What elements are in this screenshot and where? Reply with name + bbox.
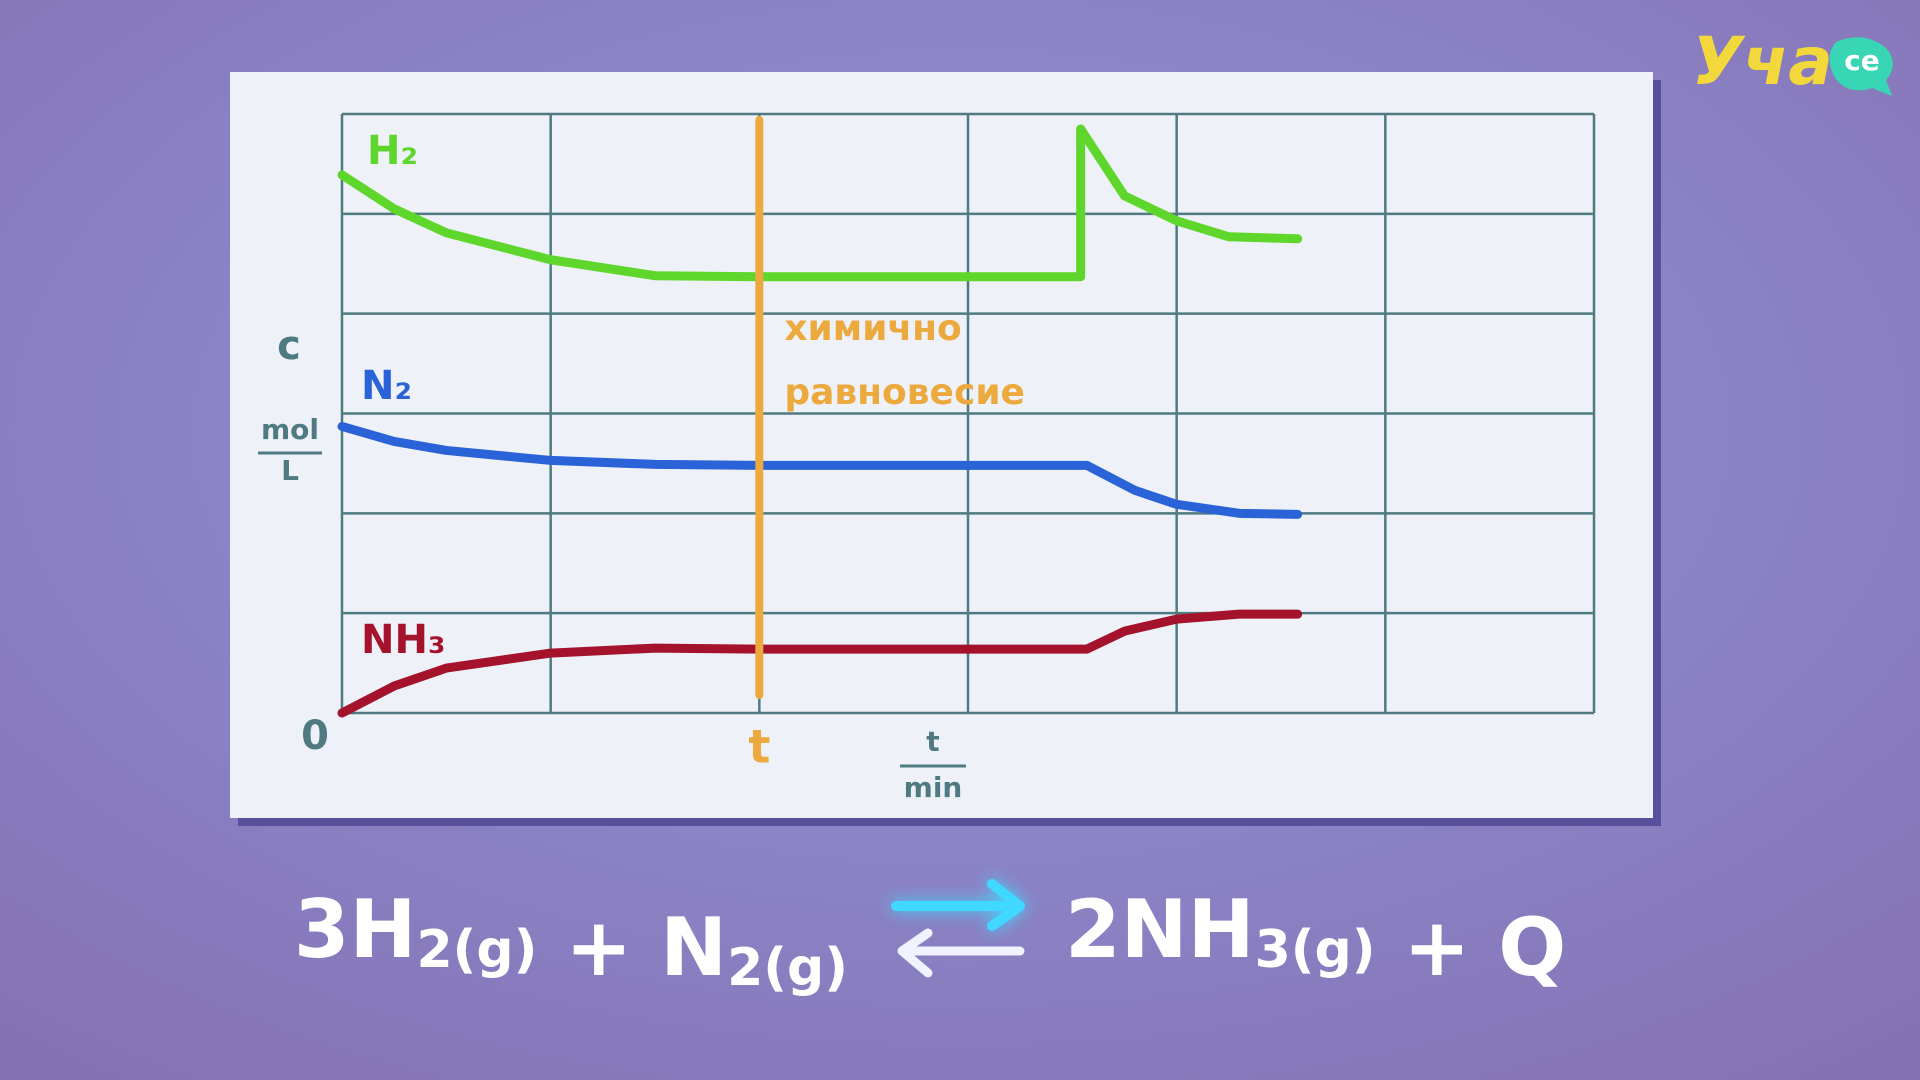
x-unit-denominator: min [904,771,963,804]
equation-subscript: 2(g) [416,920,537,980]
series-label: N₂ [361,363,412,409]
forward-arrow [891,879,1025,931]
equation-term: 3H [294,883,417,976]
reverse-arrow [897,928,1025,978]
series-label: NH₃ [361,617,445,663]
equation-subscript: 2(g) [727,938,848,998]
equation-term: + Q [1376,901,1567,994]
equation-arrows [891,879,1025,978]
y-unit-denominator: L [281,454,299,487]
series-line [337,421,1303,519]
chart: 0 c mol Lt min H₂ N₂ NH₃ t химично равновесие [258,112,1596,804]
y-axis-label: c [277,323,301,369]
equation-left: 3H2(g) + N2(g) [294,883,848,998]
card [230,72,1653,818]
equation-subscript: 3(g) [1255,920,1376,980]
equilibrium-annotation: химично [784,308,961,349]
series-line [337,124,1303,282]
series-line [337,609,1303,718]
equation-right: 2NH3(g) + Q [1065,883,1566,994]
x-unit-numerator: t [926,725,939,758]
y-unit-numerator: mol [261,413,319,446]
logo-text: Уча [1692,23,1833,100]
equation-term: + N [537,901,727,994]
equilibrium-annotation: равновесие [784,372,1025,413]
origin-label: 0 [301,713,329,759]
equation-term: 2NH [1065,883,1255,976]
equilibrium-time-label: t [748,720,770,774]
logo-badge-text: се [1844,44,1880,77]
series-label: H₂ [367,128,418,174]
logo-badge [1829,37,1893,96]
